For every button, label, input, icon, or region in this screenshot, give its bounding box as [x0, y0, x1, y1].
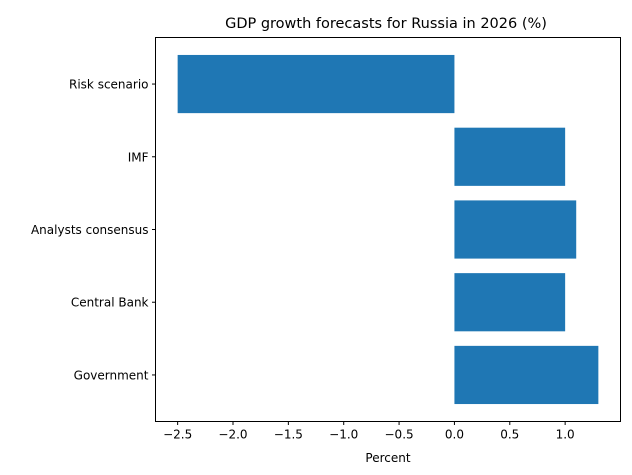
y-tick-label-central-bank: Central Bank	[71, 296, 149, 310]
bar-analysts-consensus	[454, 200, 577, 259]
y-tick-label-risk-scenario: Risk scenario	[69, 78, 149, 92]
y-tick-label-analysts-consensus: Analysts consensus	[31, 223, 149, 237]
bar-central-bank	[454, 273, 566, 332]
y-tick-label-government: Government	[74, 368, 149, 382]
x-tick-label: −1.0	[329, 428, 358, 442]
x-axis-ticks: −2.5 −2.0 −1.5 −1.0 −0.5 0.0 0.5 1.0	[163, 421, 575, 442]
y-tick-label-imf: IMF	[128, 150, 149, 164]
x-tick-label: −1.5	[274, 428, 303, 442]
chart-title: GDP growth forecasts for Russia in 2026 …	[225, 16, 547, 32]
plot-frame	[155, 37, 621, 422]
x-tick-label: −0.5	[385, 428, 414, 442]
y-axis-ticks: Government Central Bank Analysts consensus…	[31, 78, 156, 382]
bars-group	[177, 54, 599, 405]
x-tick-label: 1.0	[556, 428, 575, 442]
x-axis-label: Percent	[365, 451, 410, 465]
x-tick-label: 0.5	[500, 428, 519, 442]
x-tick-label: −2.5	[163, 428, 192, 442]
x-tick-label: 0.0	[445, 428, 464, 442]
bar-imf	[454, 127, 566, 186]
bar-risk-scenario	[177, 54, 455, 114]
bar-government	[454, 345, 599, 405]
x-tick-label: −2.0	[218, 428, 247, 442]
